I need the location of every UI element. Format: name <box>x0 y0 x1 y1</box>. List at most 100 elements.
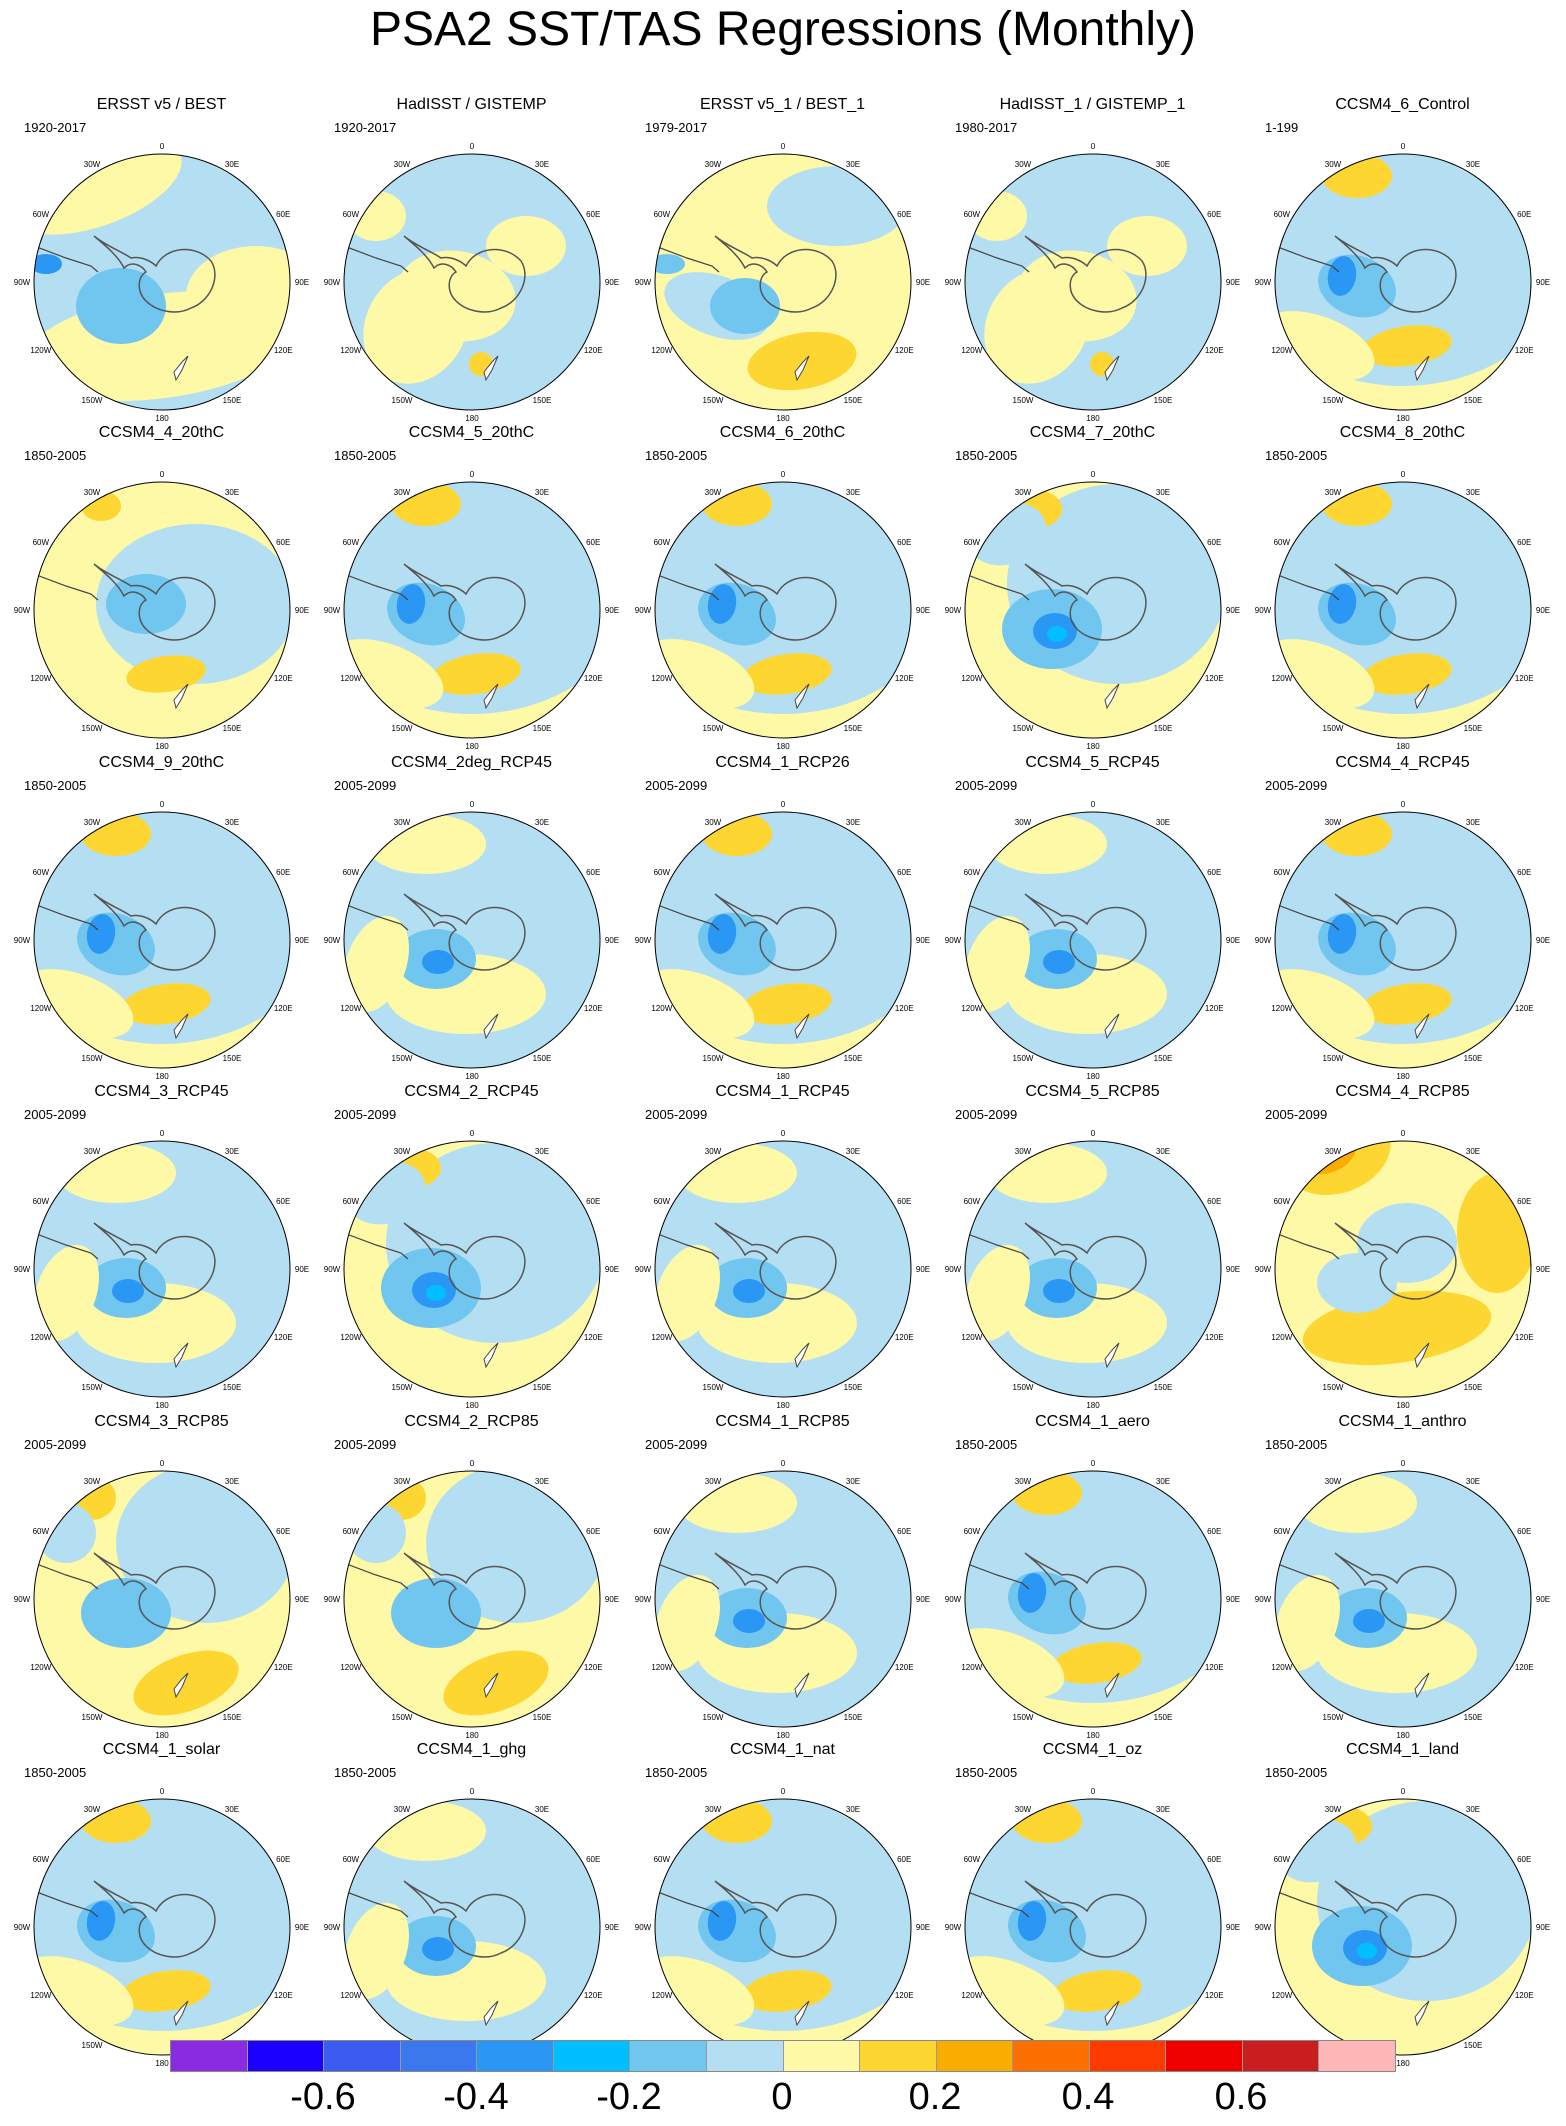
longitude-label: 30W <box>1325 818 1342 827</box>
map-boundary <box>1274 1140 1532 1398</box>
longitude-label: 0 <box>470 800 475 809</box>
map-panel: CCSM4_1_oz1850-2005030E60E90E120E150E180… <box>937 1741 1248 2071</box>
longitude-label: 60W <box>1274 210 1291 219</box>
panel-period: 1850-2005 <box>24 778 87 793</box>
map-panel: CCSM4_7_20thC 1850-2005 0 30E 60E 90E 120E 150E… <box>937 424 1248 754</box>
colorbar-tick-label: 0 <box>771 2076 793 2118</box>
longitude-label: 60W <box>1274 1855 1291 1864</box>
new-zealand-coastline <box>173 1342 189 1369</box>
longitude-label: 30E <box>535 1477 549 1486</box>
longitude-label: 120E <box>1515 1333 1534 1342</box>
map-boundary <box>33 153 291 411</box>
longitude-label: 0 <box>781 470 786 479</box>
longitude-label: 120W <box>30 1333 51 1342</box>
longitude-label: 60E <box>1207 868 1221 877</box>
longitude-label: 150W <box>1013 396 1034 405</box>
contour-region <box>1357 1943 1377 1959</box>
colorbar-tick-label: 0.6 <box>1214 2076 1268 2118</box>
longitude-label: 150E <box>223 396 242 405</box>
longitude-label: 120E <box>584 1663 603 1672</box>
longitude-label: 60E <box>276 1527 290 1536</box>
longitude-label: 30E <box>225 1805 239 1814</box>
longitude-label: 0 <box>1401 470 1406 479</box>
panel-title: CCSM4_5_RCP85 <box>1025 1083 1160 1100</box>
map-panel: CCSM4_6_20thC 1850-2005 0 30E 60E 90E 120E 150E… <box>627 424 938 754</box>
longitude-label: 120W <box>1271 1004 1292 1013</box>
longitude-label: 120W <box>961 1991 982 2000</box>
longitude-label: 60E <box>276 210 290 219</box>
contour-region <box>133 1650 239 1716</box>
longitude-label: 150W <box>1013 1713 1034 1722</box>
longitude-label: 150E <box>533 1383 552 1392</box>
panel-title: CCSM4_6_20thC <box>719 424 846 441</box>
new-zealand-coastline <box>1414 355 1430 382</box>
panel-title: CCSM4_1_RCP26 <box>715 754 850 771</box>
longitude-label: 0 <box>781 142 786 151</box>
longitude-label: 60W <box>33 1855 50 1864</box>
longitude-label: 60E <box>897 1197 911 1206</box>
longitude-label: 120E <box>1515 1991 1534 2000</box>
south-america-coastline <box>34 245 99 273</box>
longitude-label: 0 <box>1091 470 1096 479</box>
contour-region <box>710 278 780 334</box>
longitude-label: 150E <box>1154 1713 1173 1722</box>
longitude-label: 150E <box>844 1383 863 1392</box>
longitude-label: 90E <box>605 1923 619 1932</box>
contour-region <box>677 1473 797 1533</box>
panel-period: 2005-2099 <box>1265 778 1328 793</box>
longitude-label: 90W <box>14 1595 31 1604</box>
panel-period: 1850-2005 <box>955 1437 1018 1452</box>
longitude-label: 120E <box>1205 1663 1224 1672</box>
longitude-label: 30W <box>705 1477 722 1486</box>
south-america-coastline <box>655 903 720 931</box>
longitude-label: 120E <box>895 674 914 683</box>
longitude-label: 120W <box>961 1004 982 1013</box>
longitude-label: 0 <box>1091 1129 1096 1138</box>
figure-title: PSA2 SST/TAS Regressions (Monthly) <box>369 3 1197 56</box>
longitude-label: 30W <box>394 160 411 169</box>
antarctica-coastline <box>93 1222 216 1300</box>
map-boundary <box>1274 1470 1532 1728</box>
longitude-label: 90W <box>1255 278 1272 287</box>
map-panel: CCSM4_9_20thC 1850-2005 0 30E 60E 90E 120E 150E… <box>6 754 317 1084</box>
south-america-coastline <box>34 903 99 931</box>
map-boundary <box>654 1140 912 1398</box>
longitude-label: 180 <box>1396 742 1410 751</box>
longitude-label: 0 <box>160 1787 165 1796</box>
longitude-label: 90W <box>1255 936 1272 945</box>
longitude-label: 150E <box>1154 1383 1173 1392</box>
longitude-label: 120W <box>961 674 982 683</box>
antarctica-coastline <box>714 1222 837 1300</box>
longitude-label: 150W <box>392 1054 413 1063</box>
longitude-label: 120E <box>895 1004 914 1013</box>
map-boundary <box>343 1140 601 1398</box>
longitude-label: 150E <box>1464 1713 1483 1722</box>
colorbar-box <box>860 2041 937 2071</box>
contour-region <box>1047 626 1067 642</box>
panel-period: 1850-2005 <box>24 1765 87 1780</box>
map-panel: CCSM4_1_RCP45 2005-2099 0 30E 60E 90E 120E 150E… <box>627 1083 938 1413</box>
panel-period: 1850-2005 <box>1265 1437 1328 1452</box>
longitude-label: 180 <box>155 1072 169 1081</box>
longitude-label: 90E <box>605 1265 619 1274</box>
longitude-label: 120E <box>1515 1663 1534 1672</box>
longitude-label: 30E <box>225 1477 239 1486</box>
contour-region <box>1457 1173 1531 1293</box>
longitude-label: 30W <box>705 488 722 497</box>
longitude-label: 30W <box>394 488 411 497</box>
longitude-label: 120W <box>340 674 361 683</box>
contour-region <box>426 1285 446 1301</box>
longitude-label: 90E <box>295 1595 309 1604</box>
longitude-label: 120W <box>651 1004 672 1013</box>
longitude-label: 30E <box>1156 1147 1170 1156</box>
panel-title: CCSM4_1_land <box>1346 1741 1459 1758</box>
south-america-coastline <box>1275 903 1340 931</box>
contour-region <box>655 1574 720 1672</box>
longitude-label: 60E <box>1517 1197 1531 1206</box>
map-panel: CCSM4_2deg_RCP45 2005-2099 0 30E 60E 90E 120E 1… <box>316 754 627 1084</box>
panel-period: 1850-2005 <box>955 448 1018 463</box>
longitude-label: 120E <box>584 346 603 355</box>
